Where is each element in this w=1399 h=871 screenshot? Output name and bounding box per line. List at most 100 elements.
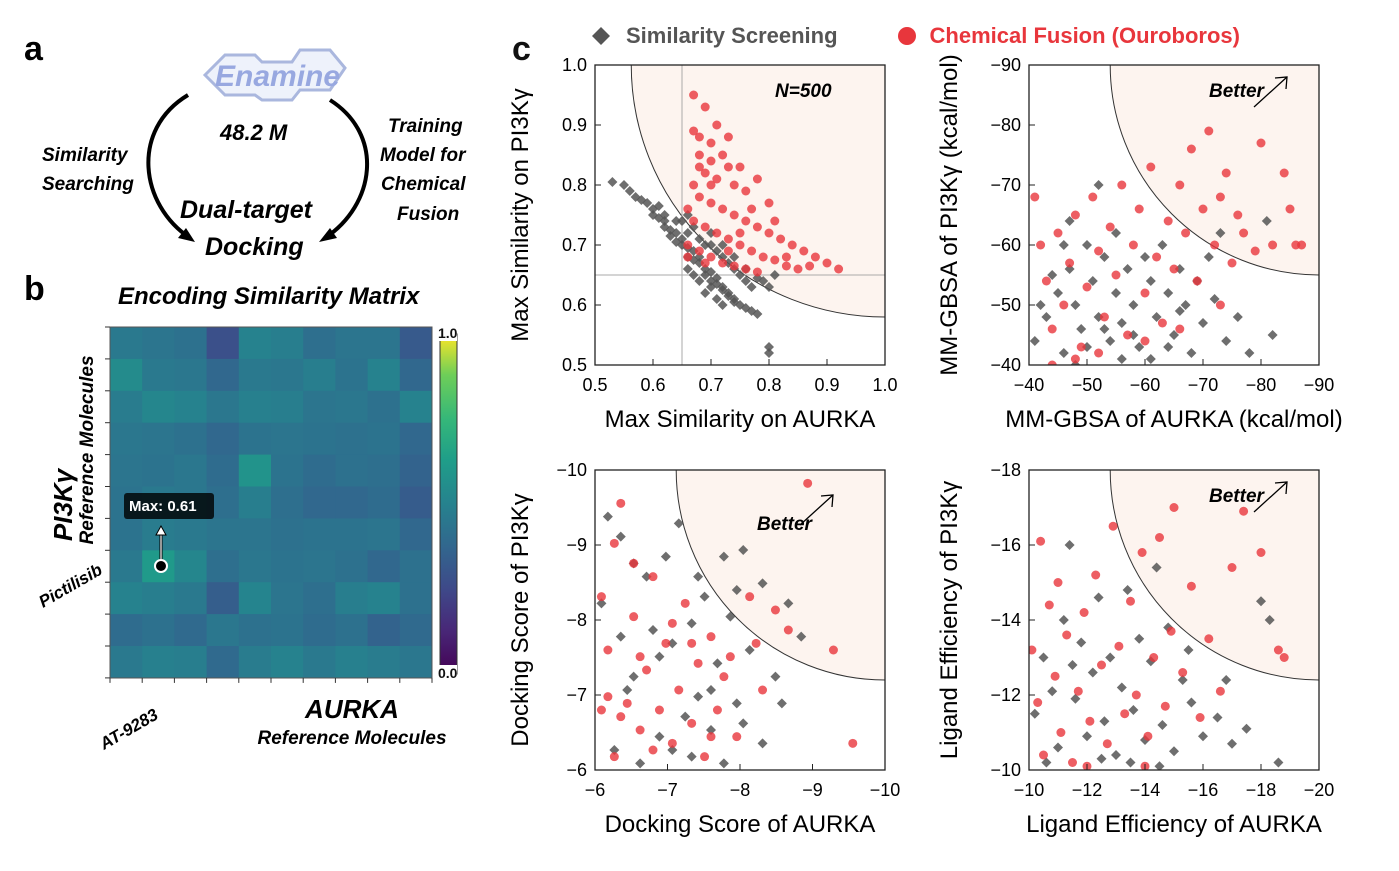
point-similarity-screening <box>1183 645 1194 655</box>
heatmap-cell <box>271 327 304 360</box>
point-chemical-fusion <box>747 204 757 214</box>
point-similarity-screening <box>706 240 716 250</box>
heatmap-cell <box>238 454 272 487</box>
point-similarity-screening <box>723 288 734 298</box>
point-chemical-fusion <box>1033 698 1043 707</box>
max-annotation-text: Max: 0.61 <box>129 498 197 515</box>
point-chemical-fusion <box>1178 668 1188 677</box>
training-label-4: Fusion <box>397 204 459 225</box>
point-similarity-screening <box>686 751 697 762</box>
point-chemical-fusion <box>706 138 716 148</box>
point-chemical-fusion <box>712 228 722 238</box>
point-similarity-screening <box>1203 252 1214 262</box>
point-similarity-screening <box>1169 330 1179 340</box>
point-similarity-screening <box>1093 592 1104 603</box>
point-chemical-fusion <box>1297 240 1307 250</box>
x-tick-label: −60 <box>1130 375 1161 395</box>
legend-diamond-icon <box>592 27 610 45</box>
heatmap-cell <box>206 358 240 392</box>
point-similarity-screening <box>1122 264 1133 274</box>
x-tick-label: −16 <box>1188 780 1219 800</box>
heatmap-cell <box>174 358 208 392</box>
point-similarity-screening <box>1145 656 1156 667</box>
panel-a: a Enamine 48.2 M Similarity Searching Tr… <box>24 30 467 261</box>
y-tick-label: −14 <box>990 610 1021 630</box>
point-chemical-fusion <box>1050 671 1060 681</box>
point-chemical-fusion <box>1239 228 1249 238</box>
panel-b: b Encoding Similarity Matrix PI3Kγ Refer… <box>24 270 458 754</box>
y-tick-label: −9 <box>566 535 587 555</box>
point-chemical-fusion <box>834 264 844 274</box>
heatmap-cell <box>142 646 175 679</box>
point-similarity-screening <box>1180 300 1191 310</box>
point-chemical-fusion <box>1149 653 1159 662</box>
heatmap-cell <box>206 390 240 424</box>
point-chemical-fusion <box>1128 240 1138 250</box>
point-similarity-screening <box>667 745 678 755</box>
point-chemical-fusion <box>667 738 677 748</box>
point-similarity-screening <box>1058 240 1069 250</box>
heatmap-cell <box>335 454 369 487</box>
point-chemical-fusion <box>810 252 820 262</box>
heatmap-cell <box>367 454 401 487</box>
point-chemical-fusion <box>751 638 761 648</box>
point-similarity-screening <box>1064 540 1075 550</box>
better-region <box>1109 470 1319 681</box>
point-similarity-screening <box>1134 633 1145 644</box>
panel-b-letter: b <box>24 270 45 308</box>
point-chemical-fusion <box>1221 168 1231 178</box>
point-chemical-fusion <box>1102 739 1112 749</box>
heatmap-cell <box>271 582 304 615</box>
plot-area <box>1029 65 1319 365</box>
point-chemical-fusion <box>1036 536 1046 546</box>
point-chemical-fusion <box>603 692 613 702</box>
point-chemical-fusion <box>1166 626 1176 636</box>
heatmap-cell <box>399 390 433 424</box>
heatmap-title: Encoding Similarity Matrix <box>118 283 421 310</box>
point-chemical-fusion <box>694 132 704 142</box>
heatmap-cell <box>303 327 336 360</box>
point-chemical-fusion <box>694 162 704 172</box>
point-chemical-fusion <box>822 258 832 268</box>
point-chemical-fusion <box>735 228 745 238</box>
enamine-logo: Enamine <box>202 48 347 102</box>
point-chemical-fusion <box>1053 578 1063 587</box>
point-chemical-fusion <box>667 618 677 628</box>
heatmap-cell <box>110 422 143 456</box>
point-chemical-fusion <box>735 240 745 250</box>
x-tick-label: 1.0 <box>872 375 897 395</box>
y-tick-label: −70 <box>990 175 1021 195</box>
y-axis-title: Ligand Efficiency of PI3Kγ <box>936 481 963 759</box>
point-similarity-screening <box>776 698 787 709</box>
point-similarity-screening <box>1105 336 1116 346</box>
point-similarity-screening <box>746 282 757 292</box>
heatmap-y-label: PI3Kγ <box>48 467 78 541</box>
point-chemical-fusion <box>1079 608 1089 617</box>
heatmap-y-ticks <box>105 326 110 679</box>
heatmap-cell <box>110 358 143 392</box>
point-similarity-screening <box>744 645 755 655</box>
point-similarity-screening <box>1076 324 1087 334</box>
x-axis-title: Docking Score of AURKA <box>605 811 876 838</box>
point-chemical-fusion <box>1123 330 1133 340</box>
point-chemical-fusion <box>1140 288 1150 298</box>
point-similarity-screening <box>1221 675 1232 685</box>
point-similarity-screening <box>694 276 705 286</box>
point-chemical-fusion <box>629 612 639 622</box>
point-similarity-screening <box>711 273 722 283</box>
point-chemical-fusion <box>1273 645 1283 655</box>
x-axis-title: Max Similarity on AURKA <box>605 406 876 433</box>
point-similarity-screening <box>1151 562 1162 573</box>
point-similarity-screening <box>706 282 716 292</box>
point-chemical-fusion <box>1108 521 1118 531</box>
point-chemical-fusion <box>735 162 745 172</box>
point-chemical-fusion <box>1143 731 1153 741</box>
point-similarity-screening <box>1264 615 1275 625</box>
point-similarity-screening <box>1082 240 1092 250</box>
y-tick-label: 0.8 <box>562 175 587 195</box>
point-similarity-screening <box>615 631 626 642</box>
point-chemical-fusion <box>609 752 619 762</box>
heatmap-cell <box>206 422 240 456</box>
point-similarity-screening <box>641 571 652 582</box>
heatmap-cell <box>206 646 240 679</box>
